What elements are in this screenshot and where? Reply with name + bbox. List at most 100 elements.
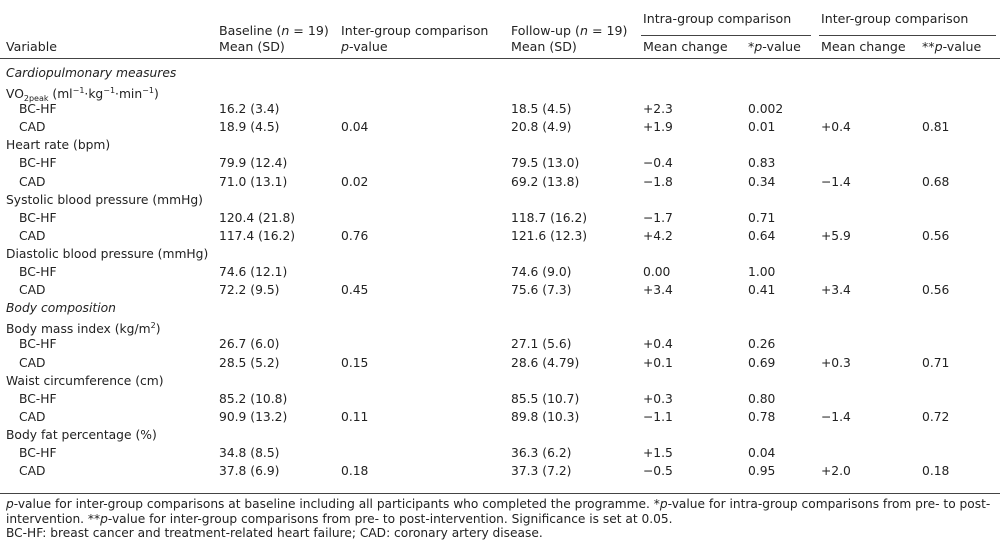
header-inter2-mean-change: Mean change xyxy=(821,39,906,54)
cell-intra-pvalue: 1.00 xyxy=(748,265,776,280)
cell-group: BC-HF xyxy=(19,156,57,171)
cell-intra-pvalue: 0.04 xyxy=(748,445,776,460)
cell-intra-change: −1.8 xyxy=(643,174,673,189)
cell-inter-pvalue: 0.68 xyxy=(922,174,950,189)
cell-baseline-pvalue: 0.76 xyxy=(341,228,369,243)
variable-row: Waist circumference (cm) xyxy=(0,372,1000,390)
cell-inter-pvalue: 0.72 xyxy=(922,409,950,424)
results-table: Variable Baseline (n = 19) Mean (SD) Int… xyxy=(0,6,1000,494)
vo2-units-close: ) xyxy=(153,87,159,102)
vo2-exp2: −1 xyxy=(103,86,116,96)
inter-group-underline xyxy=(819,35,996,36)
data-row: BC-HF 120.4 (21.8) 118.7 (16.2) −1.7 0.71 xyxy=(0,209,1000,227)
footnote-pvalues: p-value for inter-group comparisons at b… xyxy=(6,497,996,526)
cell-group: BC-HF xyxy=(19,102,57,117)
cell-intra-change: 0.00 xyxy=(643,265,671,280)
footnote-p1: p xyxy=(6,497,14,511)
vo2-units-kg: ·kg xyxy=(84,87,104,102)
header-intra-asterisk: * xyxy=(748,39,755,54)
data-row: BC-HF 85.2 (10.8) 85.5 (10.7) +0.3 0.80 xyxy=(0,390,1000,408)
cell-intra-change: +0.1 xyxy=(643,355,673,370)
cell-followup: 28.6 (4.79) xyxy=(511,355,580,370)
variable-heart-rate: Heart rate (bpm) xyxy=(6,138,111,153)
cell-intra-change: +0.3 xyxy=(643,391,673,406)
cell-baseline: 34.8 (8.5) xyxy=(219,445,280,460)
cell-inter-change: +0.4 xyxy=(821,120,851,135)
cell-baseline-pvalue: 0.18 xyxy=(341,464,369,479)
header-inter2-p: p xyxy=(934,39,943,54)
table-bottom-rule xyxy=(0,493,1000,494)
cell-intra-pvalue: 0.71 xyxy=(748,210,776,225)
vo2-subscript: 2peak xyxy=(23,94,49,104)
cell-intra-change: +0.4 xyxy=(643,337,673,352)
header-followup-n: n xyxy=(579,23,588,38)
cell-intra-pvalue: 0.01 xyxy=(748,120,776,135)
cell-intra-pvalue: 0.34 xyxy=(748,174,776,189)
section-body-composition: Body composition xyxy=(6,301,116,316)
header-inter1-p: p xyxy=(341,39,349,54)
cell-intra-pvalue: 0.002 xyxy=(748,102,784,117)
data-row: BC-HF 34.8 (8.5) 36.3 (6.2) +1.5 0.04 xyxy=(0,444,1000,462)
cell-inter-change: −1.4 xyxy=(821,409,851,424)
data-row: BC-HF 79.9 (12.4) 79.5 (13.0) −0.4 0.83 xyxy=(0,154,1000,172)
cell-group: BC-HF xyxy=(19,265,57,280)
cell-group: CAD xyxy=(19,120,46,135)
cell-inter-pvalue: 0.81 xyxy=(922,120,950,135)
section-row: Body composition xyxy=(0,299,1000,317)
variable-row: Systolic blood pressure (mmHg) xyxy=(0,191,1000,209)
variable-waist: Waist circumference (cm) xyxy=(6,373,164,388)
cell-followup: 75.6 (7.3) xyxy=(511,283,572,298)
cell-baseline: 16.2 (3.4) xyxy=(219,102,280,117)
vo2-exp1: −1 xyxy=(72,86,85,96)
cell-baseline: 18.9 (4.5) xyxy=(219,120,280,135)
data-row: CAD 90.9 (13.2) 0.11 89.8 (10.3) −1.1 0.78 −1.… xyxy=(0,408,1000,426)
cell-followup: 121.6 (12.3) xyxy=(511,228,588,243)
data-row: BC-HF 74.6 (12.1) 74.6 (9.0) 0.00 1.00 xyxy=(0,263,1000,281)
header-baseline-mean: Mean (SD) xyxy=(219,39,285,54)
cell-followup: 74.6 (9.0) xyxy=(511,265,572,280)
vo2-units-min: ·min xyxy=(115,87,143,102)
variable-body-fat: Body fat percentage (%) xyxy=(6,427,157,442)
bmi-exp: 2 xyxy=(150,321,156,331)
cell-baseline: 79.9 (12.4) xyxy=(219,156,288,171)
cell-baseline-pvalue: 0.15 xyxy=(341,355,369,370)
intra-group-underline xyxy=(641,35,811,36)
cell-intra-pvalue: 0.83 xyxy=(748,156,776,171)
cell-followup: 18.5 (4.5) xyxy=(511,102,572,117)
cell-intra-pvalue: 0.78 xyxy=(748,409,776,424)
variable-row: Heart rate (bpm) xyxy=(0,136,1000,154)
cell-intra-pvalue: 0.80 xyxy=(748,391,776,406)
cell-inter-change: −1.4 xyxy=(821,174,851,189)
header-inter2-pvalue: **p-value xyxy=(922,39,981,55)
variable-vo2peak: VO2peak (ml−1·kg−1·min−1) xyxy=(6,82,159,108)
cell-baseline-pvalue: 0.04 xyxy=(341,120,369,135)
cell-group: BC-HF xyxy=(19,210,57,225)
footnote-text3: -value for inter-group comparisons from … xyxy=(107,511,673,526)
bmi-close: ) xyxy=(155,322,161,337)
header-baseline: Baseline (n = 19) xyxy=(219,23,329,39)
cell-intra-pvalue: 0.41 xyxy=(748,283,776,298)
cell-inter-pvalue: 0.56 xyxy=(922,283,950,298)
header-followup-mean: Mean (SD) xyxy=(511,39,577,54)
cell-inter-pvalue: 0.56 xyxy=(922,228,950,243)
cell-baseline-pvalue: 0.02 xyxy=(341,174,369,189)
header-inter1: Inter-group comparison xyxy=(341,23,489,38)
cell-group: CAD xyxy=(19,464,46,479)
cell-followup: 69.2 (13.8) xyxy=(511,174,580,189)
footnote-text2: -value for intra-group comparisons from … xyxy=(6,497,991,526)
cell-baseline: 28.5 (5.2) xyxy=(219,355,280,370)
cell-followup: 79.5 (13.0) xyxy=(511,156,580,171)
data-row: CAD 117.4 (16.2) 0.76 121.6 (12.3) +4.2 0.64 +… xyxy=(0,227,1000,245)
footnote-text1: -value for inter-group comparisons at ba… xyxy=(13,497,660,511)
cell-inter-change: +0.3 xyxy=(821,355,851,370)
cell-followup: 89.8 (10.3) xyxy=(511,409,580,424)
header-intra-group: Intra-group comparison xyxy=(643,11,792,26)
cell-group: CAD xyxy=(19,228,46,243)
vo2-exp3: −1 xyxy=(142,86,154,96)
header-followup-count: = 19) xyxy=(587,23,628,38)
data-row: BC-HF 26.7 (6.0) 27.1 (5.6) +0.4 0.26 xyxy=(0,335,1000,353)
cell-intra-change: −1.1 xyxy=(643,409,673,424)
footnote-p2: p xyxy=(659,497,668,511)
data-row: BC-HF 16.2 (3.4) 18.5 (4.5) +2.3 0.002 xyxy=(0,100,1000,118)
cell-inter-pvalue: 0.71 xyxy=(922,355,950,370)
